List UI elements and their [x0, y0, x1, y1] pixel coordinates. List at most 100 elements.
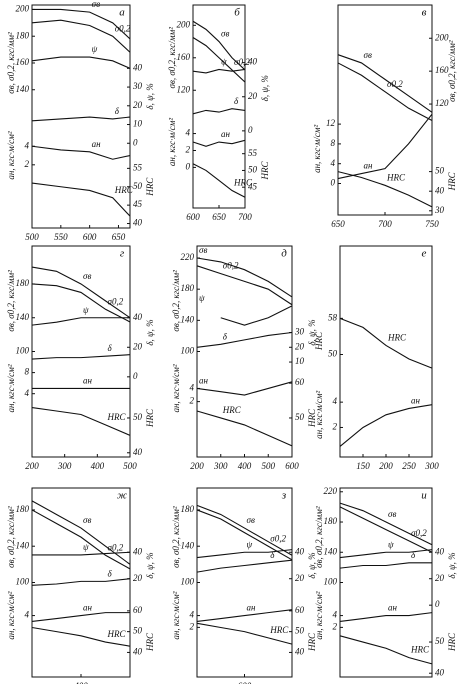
- curve-label: σ0,2: [270, 533, 286, 543]
- y-tick-label: 40: [248, 57, 258, 67]
- curve-label: aн: [388, 603, 398, 613]
- curve-label: σв: [364, 50, 372, 60]
- axis-label: δ, ψ, %: [145, 552, 155, 578]
- y-tick-label: 140: [181, 540, 195, 550]
- y-tick-label: 180: [16, 278, 30, 288]
- curve-label: HRC: [114, 185, 134, 195]
- y-tick-label: 4: [333, 610, 338, 620]
- axis-label: δ, ψ, %: [447, 552, 457, 578]
- y-tick-label: 50: [248, 165, 258, 175]
- curve: [339, 317, 433, 369]
- curve-label: σ0,2: [411, 528, 427, 538]
- axis-label: HRC: [260, 160, 270, 180]
- x-tick-label: 200: [379, 461, 393, 471]
- panel-letter: а: [119, 7, 125, 19]
- curve-label: δ: [115, 106, 120, 116]
- curve-label: HRC: [386, 172, 406, 182]
- x-tick-label: 500: [262, 461, 276, 471]
- y-tick-label: 8: [331, 138, 336, 148]
- y-tick-label: 40: [435, 546, 445, 556]
- y-tick-label: 20: [295, 341, 305, 351]
- y-tick-label: 0: [248, 125, 253, 135]
- axis-label: HRC: [145, 408, 155, 428]
- axis-label: σв, σ0,2, кгс/мм²: [171, 270, 181, 332]
- curve: [31, 266, 131, 319]
- axis-label: aн, кгс·м/см²: [312, 124, 322, 172]
- curve-label: ψ: [221, 57, 227, 67]
- y-tick-label: 140: [16, 312, 30, 322]
- y-tick-label: 180: [181, 283, 195, 293]
- y-tick-label: 120: [177, 84, 191, 94]
- y-tick-label: 4: [25, 610, 30, 620]
- curve: [196, 504, 293, 556]
- y-tick-label: 20: [295, 573, 305, 583]
- axis-label: HRC: [145, 177, 155, 197]
- curve: [31, 283, 131, 323]
- curve: [196, 559, 293, 573]
- curve: [31, 56, 131, 69]
- y-tick-label: 160: [16, 57, 30, 67]
- curve: [339, 635, 433, 665]
- y-tick-label: 12: [326, 118, 336, 128]
- curve: [339, 502, 433, 546]
- x-tick-label: 650: [331, 219, 345, 229]
- y-tick-label: 4: [186, 128, 191, 138]
- panel-letter: з: [281, 490, 286, 502]
- y-tick-label: 100: [16, 346, 30, 356]
- x-tick-label: 500: [25, 232, 39, 242]
- curve-label: HRC: [107, 412, 127, 422]
- y-tick-label: 50: [295, 626, 305, 636]
- y-tick-label: 140: [16, 540, 30, 550]
- x-tick-label: 700: [238, 212, 252, 222]
- y-tick-label: 2: [186, 145, 191, 155]
- curve-label: ψ: [83, 305, 89, 315]
- curve: [339, 549, 433, 559]
- curve-label: aн: [411, 396, 421, 406]
- curve: [196, 509, 293, 561]
- axis-label: δ, ψ, %: [260, 75, 270, 101]
- x-tick-label: 600: [186, 212, 200, 222]
- panel-letter: в: [422, 7, 427, 19]
- x-tick-label: 200: [25, 461, 39, 471]
- panel-letter: д: [281, 248, 287, 260]
- y-tick-label: 50: [133, 626, 143, 636]
- y-tick-label: 40: [133, 218, 143, 228]
- axis-label: δ, ψ, %: [307, 319, 317, 345]
- y-tick-label: 30: [434, 205, 445, 215]
- curve-label: HRC: [107, 629, 127, 639]
- y-tick-label: 20: [133, 573, 143, 583]
- y-tick-label: 20: [435, 573, 445, 583]
- y-tick-label: 160: [435, 65, 449, 75]
- curve: [196, 381, 293, 396]
- axis-label: aн, кгс·м/см²: [314, 390, 324, 438]
- curve-label: σв: [92, 0, 100, 9]
- curve: [196, 609, 293, 623]
- y-tick-label: 2: [25, 159, 30, 169]
- y-tick-label: 4: [25, 388, 30, 398]
- panel-letter: и: [421, 490, 427, 502]
- x-tick-label: 600: [285, 461, 299, 471]
- axis-label: δ, ψ, %: [307, 552, 317, 578]
- x-tick-label: 200: [190, 461, 204, 471]
- curve-label: σв: [221, 29, 229, 39]
- curve: [337, 171, 433, 208]
- y-tick-label: 60: [295, 377, 305, 387]
- panel-letter: г: [120, 248, 125, 260]
- y-tick-label: 220: [324, 486, 338, 496]
- curve-label: δ: [234, 96, 239, 106]
- y-tick-label: 55: [248, 148, 258, 158]
- axis-label: δ, ψ, %: [145, 83, 155, 109]
- curve: [196, 265, 293, 306]
- curve: [339, 506, 433, 553]
- curve: [31, 612, 130, 623]
- curve: [192, 139, 246, 147]
- axis-label: aн, кгс·м/см²: [314, 591, 324, 639]
- y-tick-label: 4: [190, 382, 195, 392]
- axis-label: σв, σ0,2, кгс/мм²: [6, 506, 16, 568]
- y-tick-label: 200: [16, 4, 30, 14]
- curve-label: ψ: [247, 539, 253, 549]
- y-tick-label: 180: [16, 30, 30, 40]
- axis-label: aн, кгс·м/см²: [6, 131, 16, 179]
- curve-label: HRC: [222, 405, 242, 415]
- y-tick-label: 4: [190, 610, 195, 620]
